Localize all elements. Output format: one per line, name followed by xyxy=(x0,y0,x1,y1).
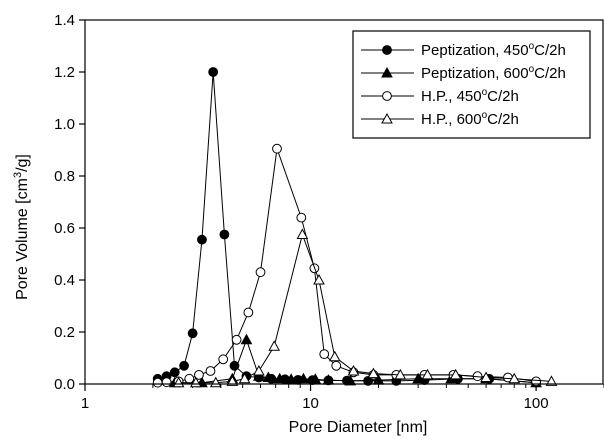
x-tick-label: 10 xyxy=(302,395,319,412)
legend-marker xyxy=(382,45,392,55)
y-tick-label: 1.4 xyxy=(54,12,75,29)
x-tick-label: 1 xyxy=(81,395,89,412)
legend-label: Peptization, 600oC/2h xyxy=(421,64,566,82)
data-point xyxy=(226,375,239,386)
data-point xyxy=(243,307,254,318)
data-point xyxy=(449,368,462,380)
legend-entry: H.P., 450oC/2h xyxy=(361,87,519,105)
data-point xyxy=(161,377,172,388)
data-point xyxy=(197,234,207,245)
data-point xyxy=(309,373,322,384)
legend-entry: Peptization, 600oC/2h xyxy=(361,64,566,82)
data-point xyxy=(508,372,521,384)
data-point xyxy=(253,370,265,381)
y-tick-label: 1.2 xyxy=(54,64,75,81)
legend-label: Peptization, 450oC/2h xyxy=(421,41,566,59)
legend-box xyxy=(352,30,591,139)
data-point xyxy=(347,364,360,376)
data-point xyxy=(219,229,230,240)
data-point xyxy=(255,267,266,278)
data-point xyxy=(169,367,180,378)
data-point xyxy=(296,212,307,223)
y-tick-label: 0.0 xyxy=(54,376,75,393)
data-point xyxy=(268,340,281,351)
y-tick-label: 0.8 xyxy=(54,168,75,185)
x-tick-label: 100 xyxy=(524,395,549,412)
data-point xyxy=(285,373,297,384)
data-point xyxy=(240,333,253,345)
y-axis-label: Pore Volume [cm3/g] xyxy=(12,154,31,300)
data-point xyxy=(262,371,275,382)
legend-entry: Peptization, 450oC/2h xyxy=(361,41,566,59)
legend-marker xyxy=(382,91,392,101)
data-point xyxy=(328,350,341,362)
data-point xyxy=(179,360,189,371)
data-point xyxy=(231,334,242,345)
data-point xyxy=(367,367,380,379)
data-point xyxy=(545,375,558,386)
data-point xyxy=(394,368,407,380)
data-point xyxy=(208,67,219,77)
y-tick-label: 0.6 xyxy=(54,220,75,237)
data-point xyxy=(205,366,216,376)
data-point xyxy=(297,372,310,384)
data-point xyxy=(238,372,251,384)
data-point xyxy=(184,373,195,384)
y-axis-ticks: 0.0 0.2 0.4 0.6 0.8 1.0 1.2 1.4 xyxy=(54,12,85,393)
data-point xyxy=(344,374,357,386)
y-tick-label: 0.4 xyxy=(54,272,75,289)
x-axis-label: Pore Diameter [nm] xyxy=(289,419,428,436)
legend-label: H.P., 600oC/2h xyxy=(421,110,519,128)
data-point xyxy=(152,377,163,388)
data-point xyxy=(412,372,425,384)
data-point xyxy=(218,354,229,365)
data-point xyxy=(253,364,265,376)
series-layer xyxy=(152,67,558,388)
legend-entry: H.P., 600oC/2h xyxy=(361,110,519,128)
series-4 xyxy=(172,228,558,388)
data-point xyxy=(313,273,325,285)
legend: Peptization, 450oC/2h Peptization, 600oC/… xyxy=(352,30,591,139)
data-point xyxy=(421,368,434,380)
series-3 xyxy=(152,143,542,388)
legend-marker xyxy=(381,66,393,78)
data-point xyxy=(331,360,342,371)
legend-label: H.P., 450oC/2h xyxy=(421,87,519,105)
data-point xyxy=(187,328,198,339)
data-point xyxy=(272,143,282,154)
data-point xyxy=(273,372,286,384)
y-tick-label: 1.0 xyxy=(54,116,75,133)
series-line xyxy=(157,148,537,384)
data-point xyxy=(296,228,309,239)
data-point xyxy=(480,371,492,382)
data-point xyxy=(194,370,204,380)
x-axis-ticks: 1 10 100 xyxy=(81,384,604,412)
data-point xyxy=(319,349,330,360)
legend-marker xyxy=(381,112,393,124)
plot-frame xyxy=(84,19,604,385)
y-tick-label: 0.2 xyxy=(54,324,75,341)
